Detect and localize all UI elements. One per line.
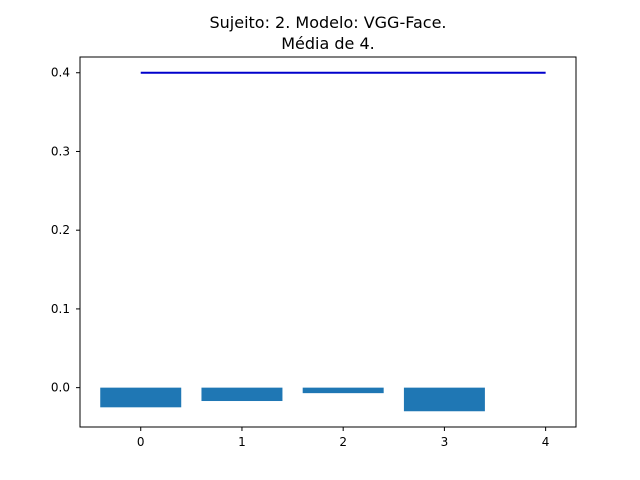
y-tick-label: 0.4	[51, 66, 70, 80]
bars-layer	[100, 387, 485, 412]
bar-1	[201, 387, 283, 402]
x-tick-label: 3	[441, 435, 449, 449]
x-tick-label: 2	[339, 435, 347, 449]
x-axis-ticks: 0 1 2 3 4	[137, 427, 550, 449]
bar-3	[403, 387, 485, 412]
y-axis-ticks: 0.0 0.1 0.2 0.3 0.4	[51, 66, 80, 395]
plot-frame	[79, 56, 577, 428]
bar-0	[100, 387, 182, 408]
x-tick-label: 0	[137, 435, 145, 449]
x-tick-label: 4	[542, 435, 550, 449]
y-tick-label: 0.2	[51, 223, 70, 237]
y-tick-label: 0.1	[51, 302, 70, 316]
y-tick-label: 0.3	[51, 144, 70, 158]
y-tick-label: 0.0	[51, 381, 70, 395]
chart-subtitle: Média de 4.	[281, 34, 375, 53]
chart-title: Sujeito: 2. Modelo: VGG-Face.	[209, 13, 446, 32]
x-tick-label: 1	[238, 435, 246, 449]
bar-2	[302, 387, 384, 394]
